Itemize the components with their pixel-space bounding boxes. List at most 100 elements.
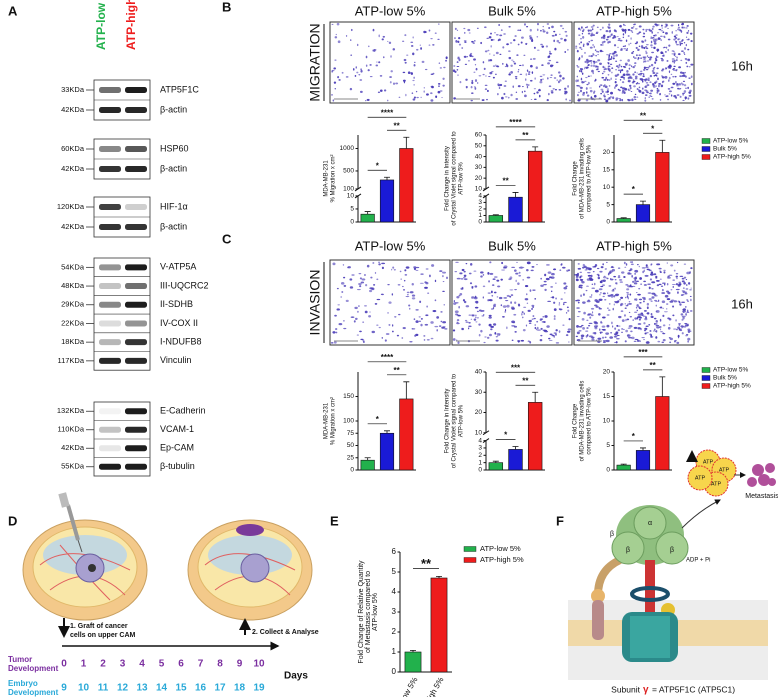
cell bbox=[637, 48, 640, 51]
cell bbox=[634, 77, 638, 80]
cell bbox=[420, 323, 423, 327]
cell bbox=[671, 58, 675, 60]
cell bbox=[381, 337, 384, 339]
y-tick-label: 40 bbox=[475, 153, 483, 160]
cell bbox=[470, 318, 473, 320]
cell bbox=[643, 280, 647, 283]
y-tick-label: 5 bbox=[606, 201, 610, 208]
cell bbox=[682, 93, 684, 96]
cell bbox=[680, 50, 684, 52]
error-bar bbox=[492, 460, 499, 463]
cell bbox=[387, 312, 389, 314]
cell bbox=[620, 65, 623, 68]
cell bbox=[661, 341, 665, 344]
error-bar bbox=[364, 211, 371, 215]
cell bbox=[364, 310, 368, 314]
cell bbox=[402, 79, 406, 82]
cell bbox=[616, 338, 620, 340]
step-label: 2. Collect & Analyse bbox=[252, 629, 319, 636]
molecular-weight: 42KDa bbox=[61, 105, 85, 114]
cell bbox=[643, 309, 647, 312]
cell bbox=[524, 298, 529, 301]
cell bbox=[458, 305, 460, 309]
cell bbox=[364, 273, 366, 276]
error-bar bbox=[436, 576, 442, 578]
condition-header: ATP-low 5% bbox=[355, 3, 426, 18]
cell bbox=[551, 92, 553, 94]
cell bbox=[609, 270, 613, 273]
cell bbox=[687, 300, 689, 302]
cell bbox=[629, 261, 633, 263]
cell bbox=[668, 79, 670, 82]
cell bbox=[687, 30, 690, 32]
cell bbox=[682, 325, 687, 328]
blot-band bbox=[99, 445, 121, 452]
cell bbox=[553, 308, 557, 311]
cell bbox=[650, 44, 653, 47]
cell bbox=[474, 306, 479, 309]
cell bbox=[635, 46, 638, 50]
cell bbox=[503, 85, 507, 87]
error-bar bbox=[659, 139, 666, 153]
cell bbox=[626, 292, 629, 294]
cell bbox=[334, 328, 338, 330]
cell bbox=[506, 326, 508, 330]
cell bbox=[465, 86, 468, 88]
cell bbox=[580, 48, 583, 50]
cell bbox=[519, 73, 523, 76]
cell bbox=[669, 90, 672, 93]
cell bbox=[459, 292, 463, 296]
step-label: 1. Graft of cancer bbox=[70, 623, 128, 630]
cell bbox=[514, 289, 518, 291]
cell bbox=[647, 66, 650, 69]
cell bbox=[655, 72, 659, 74]
cell bbox=[675, 55, 677, 57]
cell bbox=[593, 64, 595, 68]
cell bbox=[660, 30, 664, 32]
cell bbox=[582, 81, 585, 84]
cell bbox=[565, 334, 569, 337]
cell bbox=[528, 71, 531, 73]
cell bbox=[599, 29, 602, 31]
cell bbox=[537, 22, 539, 26]
cell bbox=[685, 27, 688, 29]
cell bbox=[644, 56, 647, 59]
cell bbox=[582, 44, 585, 47]
cell bbox=[588, 322, 593, 325]
y-tick-label: 20 bbox=[603, 369, 611, 376]
cell bbox=[390, 70, 393, 73]
cell bbox=[589, 316, 592, 319]
cell bbox=[591, 287, 596, 289]
cell bbox=[526, 268, 529, 272]
cell bbox=[542, 329, 546, 331]
cell bbox=[527, 84, 530, 86]
cell bbox=[504, 80, 508, 83]
cell bbox=[646, 312, 650, 315]
cell bbox=[454, 310, 459, 314]
cell bbox=[474, 285, 478, 288]
cell bbox=[638, 287, 641, 290]
condition-header: ATP-high 5% bbox=[596, 3, 672, 18]
cell bbox=[563, 90, 567, 94]
cell bbox=[494, 332, 497, 335]
y-axis-label: % Migration x cm² bbox=[331, 154, 337, 202]
cell bbox=[659, 35, 663, 37]
cell bbox=[454, 27, 457, 30]
cell bbox=[515, 98, 519, 100]
cell bbox=[470, 99, 473, 102]
cell bbox=[610, 95, 612, 99]
y-axis-label: compared to ATP-low 5% bbox=[587, 387, 593, 455]
cell bbox=[578, 330, 582, 332]
cell bbox=[593, 325, 598, 328]
cell bbox=[342, 320, 345, 322]
cell bbox=[365, 283, 368, 287]
cell bbox=[356, 71, 359, 74]
cell bbox=[333, 341, 337, 344]
blot-band bbox=[125, 166, 147, 172]
cell bbox=[651, 296, 655, 299]
cell bbox=[434, 279, 437, 283]
cell bbox=[503, 297, 508, 299]
cell bbox=[644, 45, 648, 48]
cell bbox=[595, 65, 599, 68]
cell bbox=[553, 301, 556, 304]
